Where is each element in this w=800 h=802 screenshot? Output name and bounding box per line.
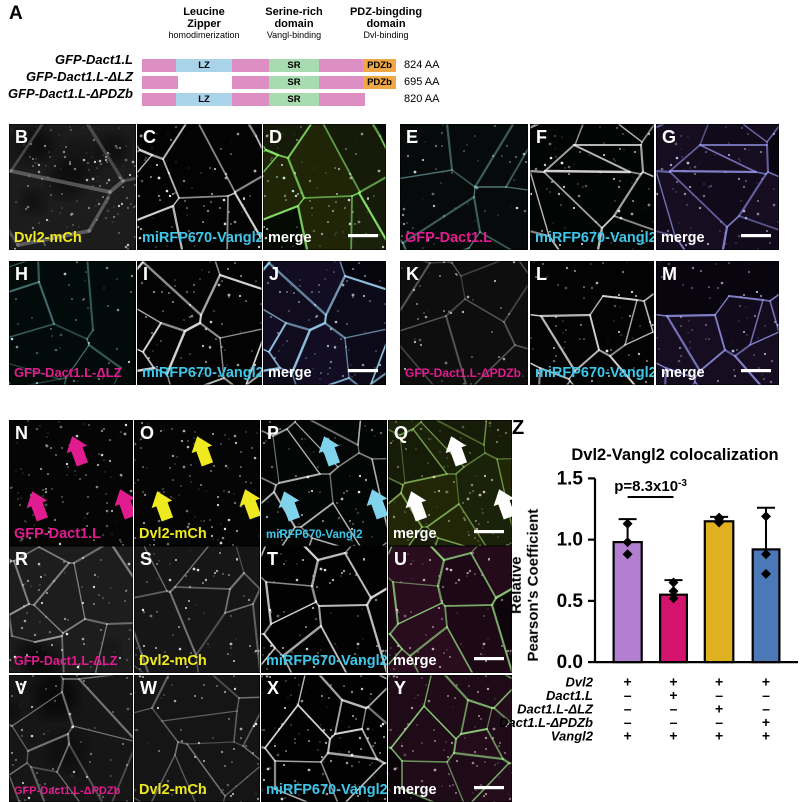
svg-text:GFP-Dact1.L-ΔPDZb: GFP-Dact1.L-ΔPDZb xyxy=(405,366,521,380)
svg-text:W: W xyxy=(140,678,157,698)
svg-text:merge: merge xyxy=(393,526,437,542)
svg-text:L: L xyxy=(536,264,547,284)
svg-text:merge: merge xyxy=(268,230,312,246)
svg-text:GFP-Dact1.L: GFP-Dact1.L xyxy=(14,526,101,542)
svg-text:Dvl2-mCh: Dvl2-mCh xyxy=(14,230,82,246)
svg-text:Dvl2-mCh: Dvl2-mCh xyxy=(139,526,207,542)
svg-text:+: + xyxy=(624,727,632,743)
svg-text:S: S xyxy=(140,549,152,569)
svg-text:1.0: 1.0 xyxy=(557,530,583,551)
svg-text:D: D xyxy=(269,127,282,147)
svg-text:Y: Y xyxy=(394,678,406,698)
svg-text:B: B xyxy=(15,127,28,147)
svg-text:H: H xyxy=(15,264,28,284)
svg-text:1.5: 1.5 xyxy=(557,468,584,489)
svg-text:Relative: Relative xyxy=(508,556,525,614)
svg-text:X: X xyxy=(267,678,279,698)
svg-text:miRFP670-Vangl2: miRFP670-Vangl2 xyxy=(535,230,654,246)
svg-text:E: E xyxy=(406,127,418,147)
svg-text:K: K xyxy=(406,264,419,284)
svg-text:0.0: 0.0 xyxy=(557,652,583,673)
svg-text:merge: merge xyxy=(661,230,705,246)
svg-text:O: O xyxy=(140,423,154,443)
svg-text:I: I xyxy=(143,264,148,284)
svg-text:Dvl2-mCh: Dvl2-mCh xyxy=(139,653,207,669)
svg-text:F: F xyxy=(536,127,547,147)
svg-text:T: T xyxy=(267,549,278,569)
svg-text:N: N xyxy=(15,423,28,443)
svg-text:Dvl2-mCh: Dvl2-mCh xyxy=(139,782,207,798)
svg-text:miRFP670-Vangl2: miRFP670-Vangl2 xyxy=(266,529,363,541)
svg-text:p=8.3x10-3: p=8.3x10-3 xyxy=(614,478,687,496)
svg-text:U: U xyxy=(394,549,407,569)
svg-text:miRFP670-Vangl2: miRFP670-Vangl2 xyxy=(535,365,654,381)
svg-text:miRFP670-Vangl2: miRFP670-Vangl2 xyxy=(266,782,387,798)
svg-text:GFP-Dact1.L-ΔLZ: GFP-Dact1.L-ΔLZ xyxy=(14,654,118,668)
svg-text:V: V xyxy=(15,678,27,698)
svg-text:0.5: 0.5 xyxy=(557,591,584,612)
svg-text:+: + xyxy=(669,727,677,743)
svg-text:P: P xyxy=(267,423,279,443)
svg-text:+: + xyxy=(715,727,723,743)
svg-text:GFP-Dact1.L-ΔPDZb: GFP-Dact1.L-ΔPDZb xyxy=(14,785,121,797)
svg-text:+: + xyxy=(762,727,770,743)
svg-text:GFP-Dact1.L: GFP-Dact1.L xyxy=(405,230,492,246)
svg-text:M: M xyxy=(662,264,677,284)
svg-text:miRFP670-Vangl2: miRFP670-Vangl2 xyxy=(142,365,262,381)
svg-text:R: R xyxy=(15,549,28,569)
svg-text:miRFP670-Vangl2: miRFP670-Vangl2 xyxy=(142,230,262,246)
svg-text:J: J xyxy=(269,264,279,284)
svg-text:Vangl2: Vangl2 xyxy=(551,728,594,743)
svg-text:Z: Z xyxy=(512,417,524,439)
svg-text:miRFP670-Vangl2: miRFP670-Vangl2 xyxy=(266,653,387,669)
svg-text:merge: merge xyxy=(393,782,437,798)
svg-text:GFP-Dact1.L-ΔLZ: GFP-Dact1.L-ΔLZ xyxy=(14,365,122,380)
svg-text:C: C xyxy=(143,127,156,147)
svg-text:Pearson's Coefficient: Pearson's Coefficient xyxy=(525,509,542,662)
svg-text:G: G xyxy=(662,127,676,147)
svg-text:merge: merge xyxy=(393,653,437,669)
svg-text:Q: Q xyxy=(394,423,408,443)
svg-text:merge: merge xyxy=(268,365,312,381)
svg-text:Dvl2-Vangl2 colocalization: Dvl2-Vangl2 colocalization xyxy=(571,446,778,464)
svg-text:merge: merge xyxy=(661,365,705,381)
